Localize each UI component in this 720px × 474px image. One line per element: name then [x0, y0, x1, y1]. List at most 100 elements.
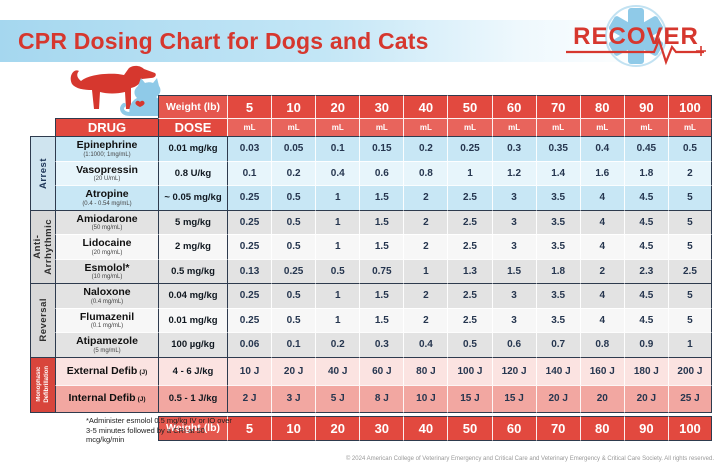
weight-footer-label: Weight (lb) [158, 415, 227, 441]
value-cell: 0.4 [403, 332, 448, 357]
value-cell: 3.5 [535, 283, 580, 308]
value-cell: 0.2 [271, 160, 316, 185]
value-cell: 4.5 [623, 283, 668, 308]
value-cell: 10 J [227, 356, 272, 385]
value-cell: 1.4 [535, 160, 580, 185]
unit-cell: mL [227, 118, 272, 136]
value-cell: 0.5 [271, 283, 316, 308]
value-cell: 2 [403, 234, 448, 259]
dog-cat-icons [70, 65, 164, 116]
value-cell: 0.06 [227, 332, 272, 357]
cat-tail-icon [120, 103, 132, 116]
drug-name-cell-flumazenil: Flumazenil (0.1 mg/mL) [55, 307, 158, 332]
unit-cell: mL [271, 118, 316, 136]
value-cell: 20 J [271, 356, 316, 385]
star-of-life-icon [566, 5, 706, 67]
drug-name-cell-esmolol-: Esmolol* (10 mg/mL) [55, 258, 158, 283]
value-cell: 180 J [623, 356, 668, 385]
drug-concentration: (0.1 mg/mL) [90, 323, 124, 329]
value-cell: 0.1 [315, 136, 360, 161]
section-label-arrest: Arrest [30, 136, 55, 210]
weight-header-cell: 100 [667, 95, 712, 118]
value-cell: 1 [315, 307, 360, 332]
value-cell: 2.3 [623, 258, 668, 283]
value-cell: 80 J [403, 356, 448, 385]
value-cell: 0.03 [227, 136, 272, 161]
dog-icon [70, 65, 156, 109]
value-cell: 2 [403, 283, 448, 308]
value-cell: 2.5 [447, 283, 492, 308]
section-label-text: Reversal [37, 298, 49, 343]
value-cell: 0.25 [447, 136, 492, 161]
weight-footer-cell: 40 [403, 415, 448, 441]
weight-header-cell: 40 [403, 95, 448, 118]
value-cell: 5 [667, 209, 712, 234]
section-label-text: Anti- Arrhythmic [32, 218, 54, 275]
section-label-reversal: Reversal [30, 283, 55, 357]
value-cell: 3 [491, 209, 536, 234]
value-cell: 2.5 [667, 258, 712, 283]
value-cell: 3.5 [535, 234, 580, 259]
value-cell: 120 J [491, 356, 536, 385]
drug-name: Internal Defib (J) [68, 392, 146, 405]
value-cell: 4 [579, 185, 624, 210]
weight-header-label: Weight (lb) [158, 95, 227, 118]
drug-name: Atropine [85, 188, 129, 200]
drug-name: Naloxone [83, 286, 131, 298]
unit-cell: mL [667, 118, 712, 136]
dose-col-header: DOSE [158, 118, 227, 136]
value-cell: 0.2 [403, 136, 448, 161]
cat-icon [129, 78, 164, 116]
weight-header-cell: 90 [623, 95, 668, 118]
value-cell: 3 [491, 307, 536, 332]
value-cell: 40 J [315, 356, 360, 385]
value-cell: 3 J [271, 384, 316, 413]
dose-cell: 2 mg/kg [158, 234, 227, 259]
value-cell: 140 J [535, 356, 580, 385]
value-cell: 1.5 [359, 234, 404, 259]
weight-footer-cell: 20 [315, 415, 360, 441]
value-cell: 3.5 [535, 307, 580, 332]
drug-name-cell-naloxone: Naloxone (0.4 mg/mL) [55, 283, 158, 308]
value-cell: 0.5 [271, 234, 316, 259]
weight-header-cell: 50 [447, 95, 492, 118]
value-cell: 2 [667, 160, 712, 185]
dose-cell: 0.8 U/kg [158, 160, 227, 185]
value-cell: 4 [579, 307, 624, 332]
value-cell: 5 J [315, 384, 360, 413]
drug-concentration: (0.4 - 0.54 mg/mL) [82, 200, 132, 207]
value-cell: 0.8 [579, 332, 624, 357]
drug-concentration: (50 mg/mL) [91, 225, 123, 231]
value-cell: 2 [403, 209, 448, 234]
value-cell: 0.5 [271, 209, 316, 234]
drug-name: Vasopressin [76, 163, 138, 176]
drug-name-suffix: (J) [139, 368, 148, 376]
value-cell: 0.8 [403, 160, 448, 185]
value-cell: 0.05 [271, 136, 316, 161]
value-cell: 20 J [623, 384, 668, 413]
value-cell: 0.75 [359, 258, 404, 283]
value-cell: 200 J [667, 356, 712, 385]
unit-cell: mL [491, 118, 536, 136]
unit-cell: mL [579, 118, 624, 136]
weight-footer-cell: 90 [623, 415, 668, 441]
drug-name: Atipamezole [76, 335, 138, 347]
unit-cell: mL [535, 118, 580, 136]
drug-name: Epinephrine [76, 139, 138, 151]
weight-header-cell: 5 [227, 95, 272, 118]
dose-cell: 5 mg/kg [158, 209, 227, 234]
weight-footer-cell: 50 [447, 415, 492, 441]
value-cell: 100 J [447, 356, 492, 385]
value-cell: 2 [403, 307, 448, 332]
dose-table: Weight (lb) 5 10 20 30 40 50 60 70 80 90 100 DRUG DOS… [30, 95, 712, 441]
value-cell: 3 [491, 185, 536, 210]
unit-cell: mL [359, 118, 404, 136]
value-cell: 0.7 [535, 332, 580, 357]
value-cell: 10 J [403, 384, 448, 413]
value-cell: 1.5 [491, 258, 536, 283]
value-cell: 5 [667, 283, 712, 308]
value-cell: 1 [315, 283, 360, 308]
drug-concentration: (20 U/mL) [93, 176, 121, 182]
value-cell: 2.5 [447, 234, 492, 259]
